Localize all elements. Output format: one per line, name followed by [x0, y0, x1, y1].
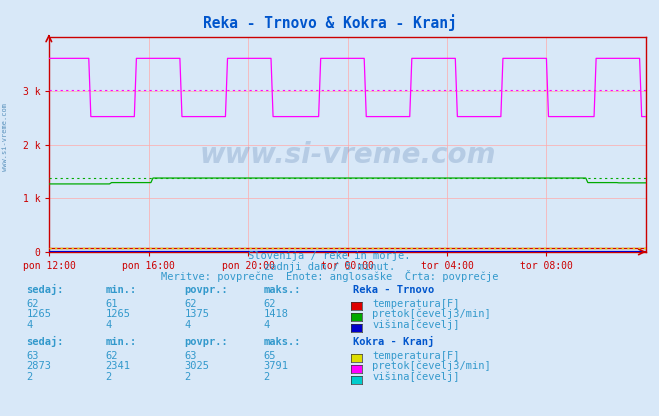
- Text: maks.:: maks.:: [264, 285, 301, 295]
- Text: višina[čevelj]: višina[čevelj]: [372, 372, 460, 382]
- Text: www.si-vreme.com: www.si-vreme.com: [2, 103, 9, 171]
- Text: Slovenija / reke in morje.: Slovenija / reke in morje.: [248, 251, 411, 261]
- Text: 2: 2: [264, 372, 270, 382]
- Text: 4: 4: [105, 320, 111, 330]
- Text: Meritve: povprečne  Enote: anglosaške  Črta: povprečje: Meritve: povprečne Enote: anglosaške Črt…: [161, 270, 498, 282]
- Text: 2: 2: [185, 372, 190, 382]
- Text: 62: 62: [105, 351, 118, 361]
- Text: 1418: 1418: [264, 310, 289, 319]
- Text: 1265: 1265: [105, 310, 130, 319]
- Text: 62: 62: [185, 299, 197, 309]
- Text: 1265: 1265: [26, 310, 51, 319]
- Text: sedaj:: sedaj:: [26, 284, 64, 295]
- Text: 4: 4: [26, 320, 32, 330]
- Text: 1375: 1375: [185, 310, 210, 319]
- Text: 4: 4: [185, 320, 190, 330]
- Text: 2341: 2341: [105, 362, 130, 371]
- Text: pretok[čevelj3/min]: pretok[čevelj3/min]: [372, 361, 491, 371]
- Text: 62: 62: [26, 299, 39, 309]
- Text: min.:: min.:: [105, 337, 136, 347]
- Text: www.si-vreme.com: www.si-vreme.com: [200, 141, 496, 169]
- Text: 2: 2: [105, 372, 111, 382]
- Text: 3025: 3025: [185, 362, 210, 371]
- Text: povpr.:: povpr.:: [185, 285, 228, 295]
- Text: 62: 62: [264, 299, 276, 309]
- Text: Reka - Trnovo: Reka - Trnovo: [353, 285, 434, 295]
- Text: višina[čevelj]: višina[čevelj]: [372, 320, 460, 330]
- Text: 63: 63: [185, 351, 197, 361]
- Text: 61: 61: [105, 299, 118, 309]
- Text: temperatura[F]: temperatura[F]: [372, 299, 460, 309]
- Text: sedaj:: sedaj:: [26, 336, 64, 347]
- Text: 2: 2: [26, 372, 32, 382]
- Text: pretok[čevelj3/min]: pretok[čevelj3/min]: [372, 309, 491, 319]
- Text: povpr.:: povpr.:: [185, 337, 228, 347]
- Text: zadnji dan / 5 minut.: zadnji dan / 5 minut.: [264, 262, 395, 272]
- Text: 2873: 2873: [26, 362, 51, 371]
- Text: 4: 4: [264, 320, 270, 330]
- Text: temperatura[F]: temperatura[F]: [372, 351, 460, 361]
- Text: 63: 63: [26, 351, 39, 361]
- Text: 3791: 3791: [264, 362, 289, 371]
- Text: maks.:: maks.:: [264, 337, 301, 347]
- Text: min.:: min.:: [105, 285, 136, 295]
- Text: Reka - Trnovo & Kokra - Kranj: Reka - Trnovo & Kokra - Kranj: [202, 15, 457, 31]
- Text: 65: 65: [264, 351, 276, 361]
- Text: Kokra - Kranj: Kokra - Kranj: [353, 336, 434, 347]
